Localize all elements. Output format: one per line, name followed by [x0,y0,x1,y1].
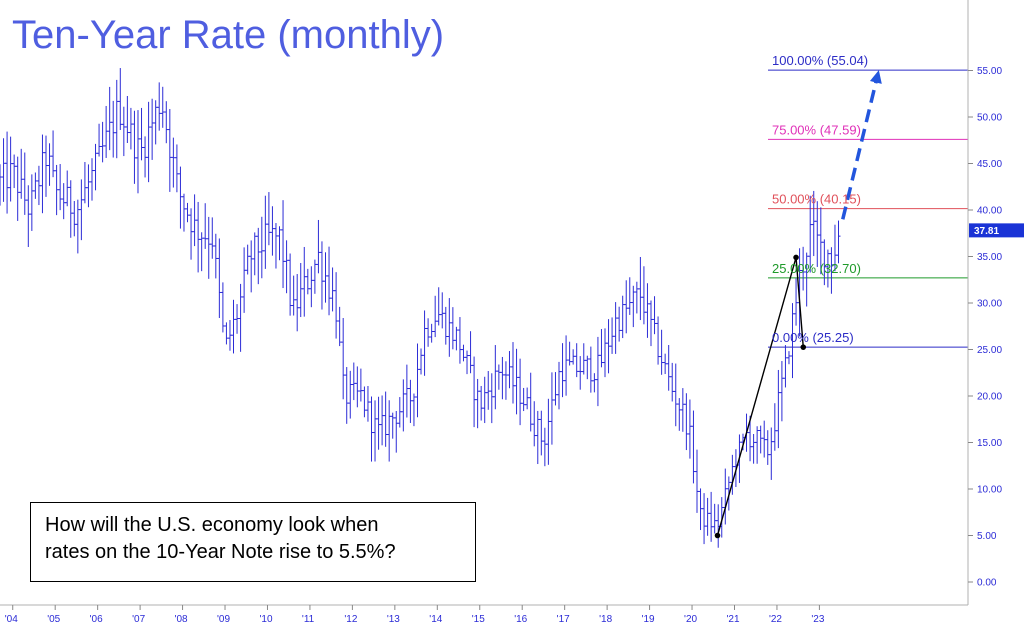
y-tick-label: 10.00 [977,485,1002,496]
fib-label: 0.00% (25.25) [772,330,854,345]
y-tick-label: 55.00 [977,66,1002,77]
y-tick-label: 15.00 [977,438,1002,449]
annotation-line-2: rates on the 10-Year Note rise to 5.5%? [45,541,396,563]
x-axis: '04 '05 '06 '07 '08 '09 '10 '11 '12 '13 '14 '15 '16 '… [5,605,825,625]
x-tick-label: '19 [642,614,655,625]
fib-label: 100.00% (55.04) [772,53,868,68]
x-tick-label: '10 [259,614,272,625]
x-tick-label: '14 [429,614,442,625]
x-tick-label: '17 [557,614,570,625]
abc-pattern [714,254,807,539]
x-tick-label: '12 [344,614,357,625]
fib-label: 75.00% (47.59) [772,122,861,137]
fib-level-labels: 100.00% (55.04) 75.00% (47.59) 50.00% (40.… [772,53,868,345]
x-tick-label: '18 [599,614,612,625]
annotation-box: How will the U.S. economy look when rate… [30,502,476,582]
x-tick-label: '22 [769,614,782,625]
x-tick-label: '16 [514,614,527,625]
x-tick-label: '07 [132,614,145,625]
x-tick-label: '20 [684,614,697,625]
fib-label: 25.00% (32.70) [772,261,861,276]
abc-point [793,254,799,261]
fib-label: 50.00% (40.15) [772,192,861,207]
x-tick-label: '11 [302,614,315,625]
y-tick-label: 5.00 [977,531,997,542]
x-tick-label: '08 [175,614,188,625]
price-bars [0,68,841,548]
x-tick-label: '21 [726,614,739,625]
y-tick-label: 40.00 [977,206,1002,217]
y-tick-label: 45.00 [977,159,1002,170]
y-axis: 0.00 5.00 10.00 15.00 20.00 25.00 30.00 35.00 40… [968,66,1002,589]
projection-line [841,79,879,220]
abc-point [800,344,807,350]
projection-arrow [841,70,882,220]
x-tick-label: '06 [90,614,103,625]
x-tick-label: '23 [811,614,824,625]
annotation-line-1: How will the U.S. economy look when [45,514,379,536]
y-tick-label: 30.00 [977,299,1002,310]
abc-point [714,532,721,539]
last-value-badge-text: 37.81 [974,226,999,237]
x-tick-label: '04 [5,614,18,625]
fib-level-lines [768,69,968,348]
last-value-badge-bg [969,223,1024,238]
y-tick-label: 0.00 [977,578,997,589]
last-value-badge: 37.81 [969,223,1024,238]
y-tick-label: 50.00 [977,113,1002,124]
projection-arrowhead [869,70,882,84]
x-tick-label: '09 [217,614,230,625]
y-tick-label: 25.00 [977,345,1002,356]
x-tick-label: '13 [387,614,400,625]
y-tick-label: 35.00 [977,252,1002,263]
x-tick-label: '15 [472,614,485,625]
y-tick-label: 20.00 [977,392,1002,403]
chart-title: Ten-Year Rate (monthly) [12,13,444,57]
x-tick-label: '05 [47,614,60,625]
